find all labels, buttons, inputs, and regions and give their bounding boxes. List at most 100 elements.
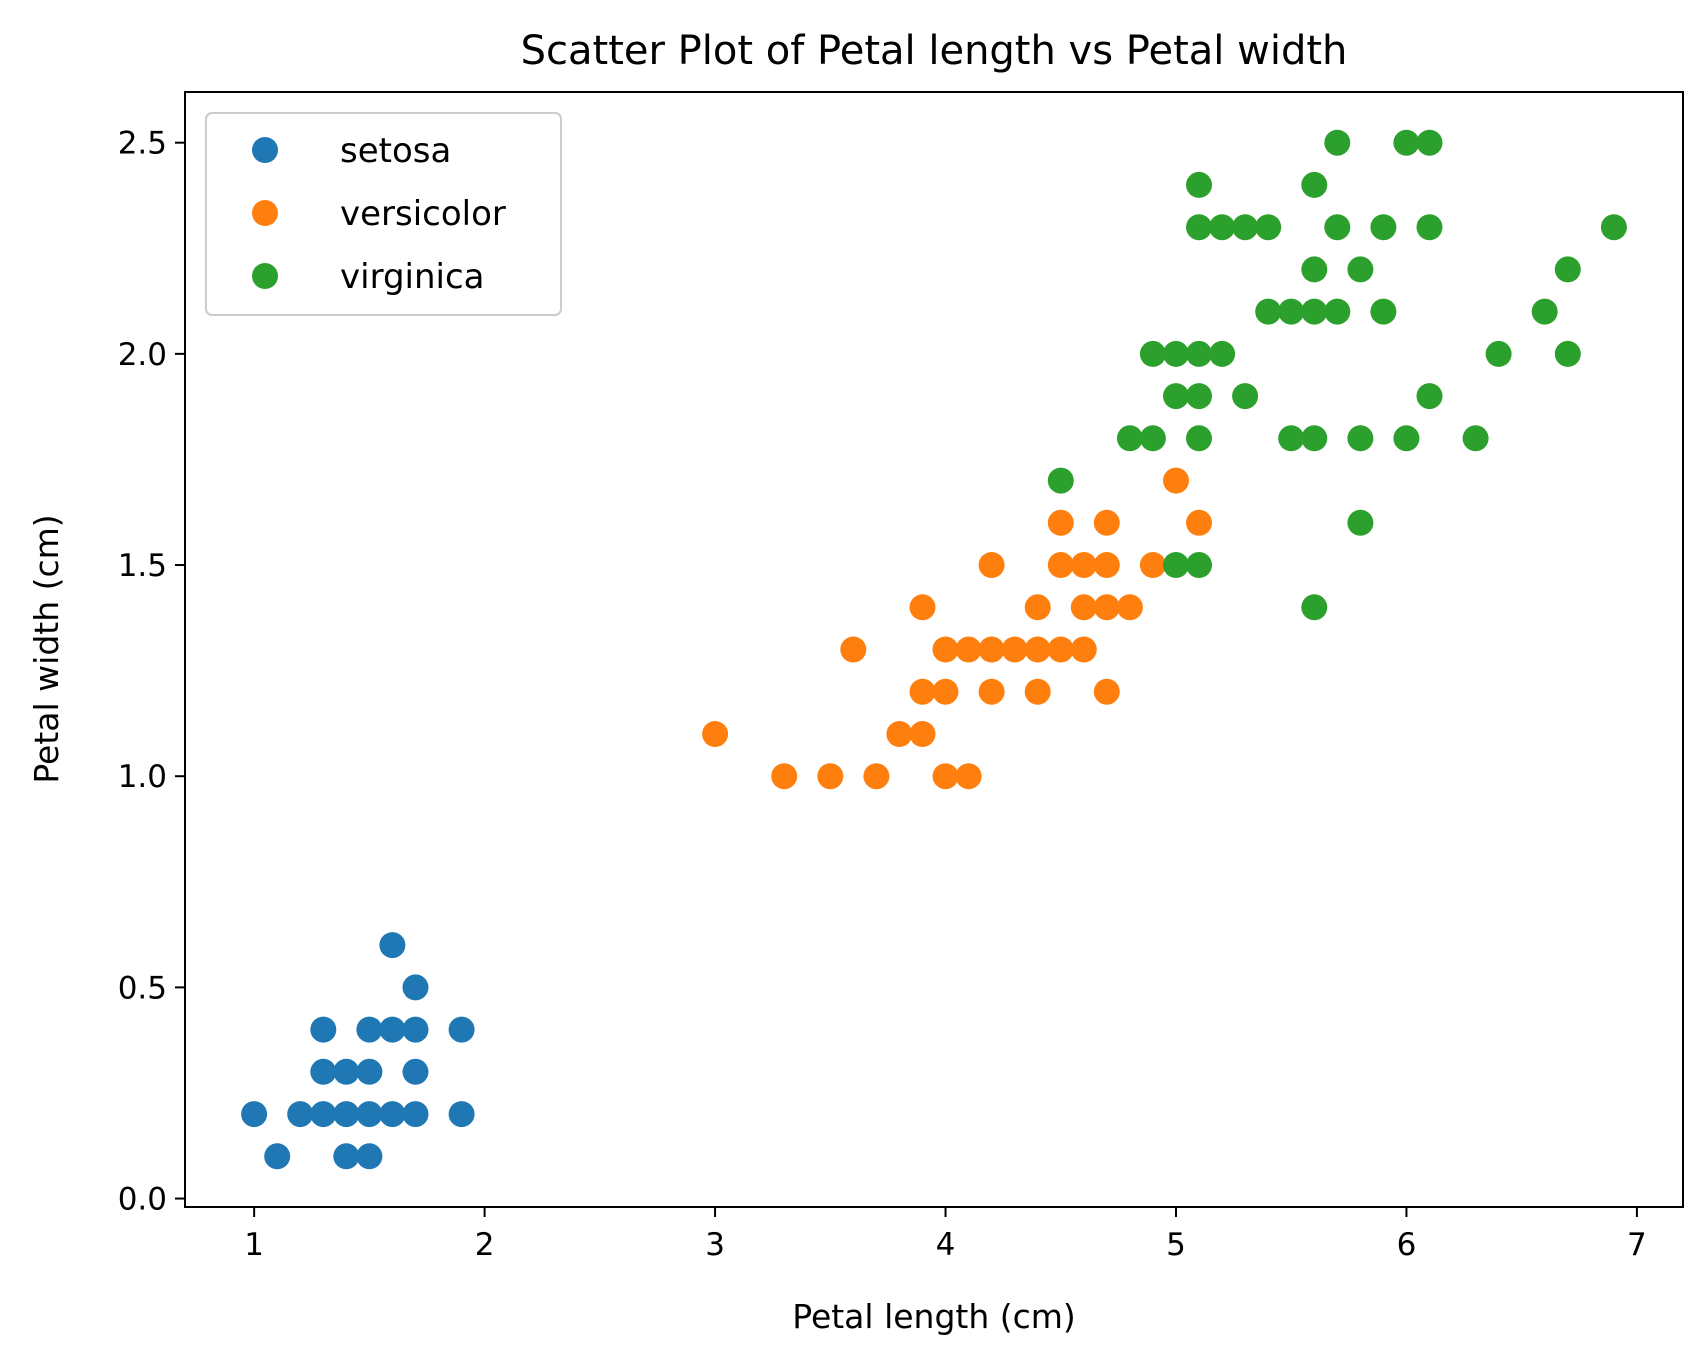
- data-point-virginica: [1139, 340, 1166, 367]
- data-point-virginica: [1416, 129, 1443, 156]
- data-point-setosa: [402, 1016, 429, 1043]
- data-point-setosa: [287, 1101, 314, 1128]
- data-point-virginica: [1554, 340, 1581, 367]
- data-point-versicolor: [1047, 509, 1074, 536]
- data-point-versicolor: [817, 763, 844, 790]
- data-point-virginica: [1301, 256, 1328, 283]
- x-axis: 1 2 3 4 5 6 7: [244, 1207, 1647, 1263]
- data-point-virginica: [1209, 340, 1236, 367]
- data-point-versicolor: [1093, 678, 1120, 705]
- data-point-versicolor: [978, 552, 1005, 578]
- data-point-virginica: [1462, 425, 1489, 452]
- data-point-versicolor: [955, 763, 982, 790]
- data-point-virginica: [1047, 467, 1074, 494]
- data-point-virginica: [1186, 552, 1212, 578]
- data-point-virginica: [1278, 425, 1305, 452]
- y-axis-label: Petal width (cm): [27, 514, 66, 783]
- chart-title: Scatter Plot of Petal length vs Petal wi…: [521, 28, 1348, 74]
- data-point-setosa: [448, 1016, 475, 1043]
- data-point-setosa: [310, 1016, 337, 1043]
- data-point-virginica: [1347, 256, 1374, 283]
- data-point-virginica: [1163, 552, 1189, 578]
- data-point-virginica: [1186, 214, 1212, 241]
- data-point-virginica: [1232, 214, 1259, 241]
- data-point-virginica: [1116, 425, 1143, 452]
- data-point-setosa: [379, 932, 406, 959]
- y-tick-label: 2.5: [118, 126, 167, 162]
- data-point-setosa: [402, 1058, 429, 1085]
- data-point-setosa: [310, 1058, 337, 1085]
- data-point-versicolor: [863, 763, 890, 790]
- data-point-versicolor: [1024, 594, 1051, 621]
- data-point-versicolor: [886, 721, 913, 747]
- legend-box: [205, 112, 562, 316]
- data-point-versicolor: [771, 763, 798, 790]
- legend-label-virginica: virginica: [340, 257, 485, 297]
- data-point-setosa: [333, 1058, 360, 1085]
- data-point-versicolor: [1163, 467, 1189, 494]
- x-tick-label: 1: [244, 1227, 264, 1263]
- data-point-setosa: [379, 1016, 406, 1043]
- data-point-setosa: [356, 1101, 383, 1128]
- data-point-versicolor: [932, 636, 959, 663]
- x-tick-label: 7: [1627, 1227, 1647, 1263]
- data-point-versicolor: [1093, 552, 1120, 578]
- data-point-virginica: [1186, 383, 1212, 410]
- data-point-virginica: [1301, 425, 1328, 452]
- data-point-virginica: [1416, 383, 1443, 410]
- data-point-setosa: [241, 1101, 268, 1128]
- data-point-virginica: [1301, 298, 1328, 325]
- data-point-virginica: [1186, 340, 1212, 367]
- x-tick-label: 5: [1166, 1227, 1186, 1263]
- legend-marker-versicolor: [252, 200, 278, 226]
- data-point-setosa: [402, 1101, 429, 1128]
- data-point-versicolor: [1139, 552, 1166, 578]
- data-point-virginica: [1255, 298, 1282, 325]
- x-axis-label: Petal length (cm): [792, 1297, 1076, 1336]
- data-point-virginica: [1255, 214, 1282, 241]
- data-point-virginica: [1139, 425, 1166, 452]
- y-tick-label: 2.0: [118, 337, 167, 373]
- data-point-setosa: [333, 1101, 360, 1128]
- points-layer: [241, 129, 1627, 1170]
- data-point-setosa: [379, 1101, 406, 1128]
- x-tick-label: 3: [705, 1227, 725, 1263]
- data-point-virginica: [1393, 425, 1420, 452]
- data-point-versicolor: [1116, 594, 1143, 621]
- legend-marker-virginica: [252, 263, 278, 289]
- data-point-versicolor: [1024, 678, 1051, 705]
- data-point-versicolor: [909, 678, 936, 705]
- data-point-virginica: [1554, 256, 1581, 283]
- data-point-versicolor: [1024, 636, 1051, 663]
- data-point-versicolor: [1070, 552, 1097, 578]
- y-tick-label: 0.5: [118, 970, 167, 1006]
- data-point-virginica: [1209, 214, 1236, 241]
- data-point-virginica: [1278, 298, 1305, 325]
- data-point-versicolor: [978, 636, 1005, 663]
- data-point-virginica: [1163, 383, 1189, 410]
- data-point-versicolor: [1070, 636, 1097, 663]
- data-point-virginica: [1347, 509, 1374, 536]
- data-point-virginica: [1370, 214, 1397, 241]
- legend-label-setosa: setosa: [340, 131, 451, 171]
- data-point-versicolor: [1093, 509, 1120, 536]
- data-point-versicolor: [909, 721, 936, 747]
- data-point-virginica: [1531, 298, 1558, 325]
- data-point-virginica: [1324, 214, 1351, 241]
- data-point-virginica: [1416, 214, 1443, 241]
- data-point-versicolor: [1047, 636, 1074, 663]
- legend: setosa versicolor virginica: [205, 112, 562, 316]
- data-point-versicolor: [955, 636, 982, 663]
- data-point-versicolor: [1186, 509, 1212, 536]
- legend-marker-setosa: [252, 137, 278, 163]
- data-point-versicolor: [932, 678, 959, 705]
- x-tick-label: 2: [475, 1227, 495, 1263]
- data-point-setosa: [356, 1143, 383, 1170]
- data-point-virginica: [1324, 298, 1351, 325]
- data-point-virginica: [1600, 214, 1627, 241]
- data-point-virginica: [1370, 298, 1397, 325]
- legend-label-versicolor: versicolor: [340, 194, 506, 234]
- y-tick-label: 1.0: [118, 759, 167, 795]
- data-point-versicolor: [932, 763, 959, 790]
- data-point-versicolor: [702, 721, 729, 747]
